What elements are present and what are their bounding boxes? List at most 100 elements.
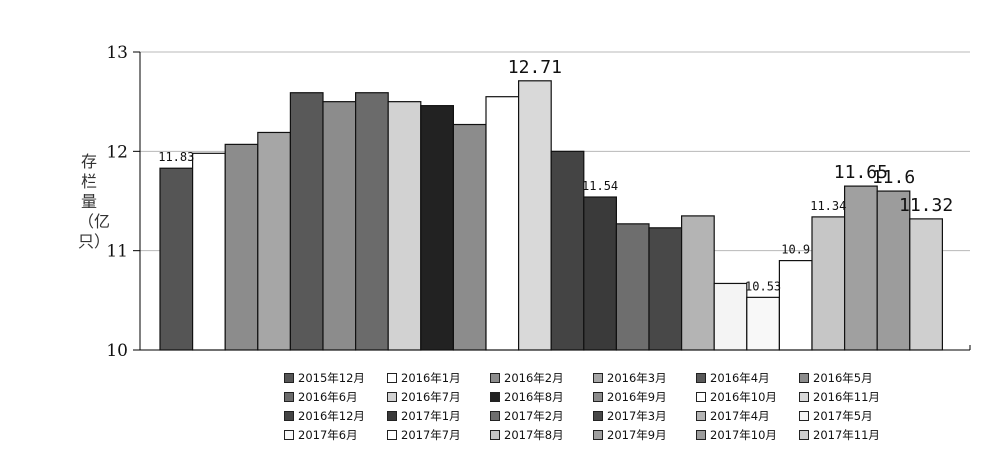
bar bbox=[289, 92, 324, 351]
legend-item: 2017年4月 bbox=[696, 408, 799, 424]
data-label: 11.65 bbox=[834, 162, 888, 183]
bar bbox=[452, 123, 487, 351]
bar bbox=[550, 150, 585, 351]
legend-item: 2016年3月 bbox=[593, 370, 696, 386]
legend-item: 2017年9月 bbox=[593, 427, 696, 443]
legend-item: 2016年8月 bbox=[490, 389, 593, 405]
legend-label: 2016年7月 bbox=[401, 390, 461, 404]
legend-item: 2016年11月 bbox=[799, 389, 902, 405]
legend-label: 2016年4月 bbox=[710, 371, 770, 385]
legend-item: 2016年7月 bbox=[387, 389, 490, 405]
legend-label: 2016年12月 bbox=[298, 409, 365, 423]
legend-item: 2016年6月 bbox=[284, 389, 387, 405]
legend: 2015年12月 2016年1月 2016年2月 2016年3月 2016年4月 2016… bbox=[284, 370, 924, 443]
legend-swatch bbox=[387, 373, 397, 383]
legend-swatch bbox=[696, 392, 706, 402]
legend-item: 2017年6月 bbox=[284, 427, 387, 443]
legend-item: 2017年7月 bbox=[387, 427, 490, 443]
legend-label: 2017年5月 bbox=[813, 409, 873, 423]
legend-swatch bbox=[593, 411, 603, 421]
data-label: 11.83 bbox=[158, 150, 194, 164]
legend-label: 2017年3月 bbox=[607, 409, 667, 423]
legend-item: 2016年5月 bbox=[799, 370, 902, 386]
legend-label: 2016年2月 bbox=[504, 371, 564, 385]
legend-swatch bbox=[696, 430, 706, 440]
legend-item: 2016年1月 bbox=[387, 370, 490, 386]
legend-item: 2017年11月 bbox=[799, 427, 902, 443]
legend-swatch bbox=[284, 392, 294, 402]
data-label: 11.54 bbox=[582, 179, 618, 193]
bar bbox=[485, 96, 520, 351]
legend-swatch bbox=[490, 430, 500, 440]
legend-swatch bbox=[490, 411, 500, 421]
legend-item: 2016年9月 bbox=[593, 389, 696, 405]
legend-swatch bbox=[593, 430, 603, 440]
legend-label: 2017年10月 bbox=[710, 428, 777, 442]
legend-swatch bbox=[284, 411, 294, 421]
bar bbox=[355, 92, 389, 351]
bar bbox=[811, 216, 846, 351]
legend-label: 2017年2月 bbox=[504, 409, 564, 423]
y-tick-label: 13 bbox=[106, 43, 128, 63]
legend-swatch bbox=[490, 392, 500, 402]
legend-swatch bbox=[284, 373, 294, 383]
legend-label: 2016年1月 bbox=[401, 371, 461, 385]
legend-label: 2016年10月 bbox=[710, 390, 777, 404]
bar bbox=[192, 152, 226, 351]
legend-swatch bbox=[799, 373, 809, 383]
bar bbox=[387, 101, 422, 351]
bar bbox=[420, 105, 454, 351]
legend-item: 2017年10月 bbox=[696, 427, 799, 443]
bar bbox=[615, 223, 650, 351]
legend-item: 2016年4月 bbox=[696, 370, 799, 386]
legend-swatch bbox=[593, 392, 603, 402]
legend-item: 2017年3月 bbox=[593, 408, 696, 424]
legend-swatch bbox=[799, 411, 809, 421]
legend-label: 2017年6月 bbox=[298, 428, 358, 442]
legend-item: 2017年2月 bbox=[490, 408, 593, 424]
legend-swatch bbox=[490, 373, 500, 383]
legend-swatch bbox=[799, 392, 809, 402]
bar bbox=[257, 131, 291, 351]
bar bbox=[648, 227, 683, 351]
legend-swatch bbox=[284, 430, 294, 440]
data-label: 11.32 bbox=[899, 195, 953, 216]
data-label: 11.6 bbox=[872, 167, 915, 188]
bar bbox=[876, 190, 911, 351]
legend-swatch bbox=[387, 411, 397, 421]
bar bbox=[159, 167, 194, 351]
legend-label: 2016年3月 bbox=[607, 371, 667, 385]
legend-label: 2017年4月 bbox=[710, 409, 770, 423]
legend-swatch bbox=[387, 430, 397, 440]
legend-label: 2017年1月 bbox=[401, 409, 461, 423]
legend-label: 2015年12月 bbox=[298, 371, 365, 385]
data-label: 10.53 bbox=[745, 279, 781, 293]
y-axis-label: 存栏量（亿只） bbox=[78, 152, 111, 251]
bar bbox=[680, 215, 715, 351]
legend-item: 2017年1月 bbox=[387, 408, 490, 424]
bar bbox=[778, 260, 813, 351]
bar bbox=[322, 101, 357, 351]
legend-label: 2016年8月 bbox=[504, 390, 564, 404]
legend-item: 2015年12月 bbox=[284, 370, 387, 386]
bar bbox=[746, 296, 780, 351]
legend-swatch bbox=[593, 373, 603, 383]
legend-label: 2016年11月 bbox=[813, 390, 880, 404]
bar bbox=[713, 282, 748, 351]
y-tick-label: 10 bbox=[106, 341, 128, 361]
bar bbox=[909, 218, 943, 351]
legend-label: 2016年9月 bbox=[607, 390, 667, 404]
data-label: 12.71 bbox=[508, 57, 562, 78]
legend-item: 2016年10月 bbox=[696, 389, 799, 405]
legend-label: 2017年9月 bbox=[607, 428, 667, 442]
legend-item: 2017年5月 bbox=[799, 408, 902, 424]
legend-swatch bbox=[799, 430, 809, 440]
legend-swatch bbox=[387, 392, 397, 402]
bar bbox=[224, 143, 259, 351]
legend-swatch bbox=[696, 373, 706, 383]
legend-item: 2016年12月 bbox=[284, 408, 387, 424]
legend-item: 2017年8月 bbox=[490, 427, 593, 443]
legend-label: 2016年5月 bbox=[813, 371, 873, 385]
